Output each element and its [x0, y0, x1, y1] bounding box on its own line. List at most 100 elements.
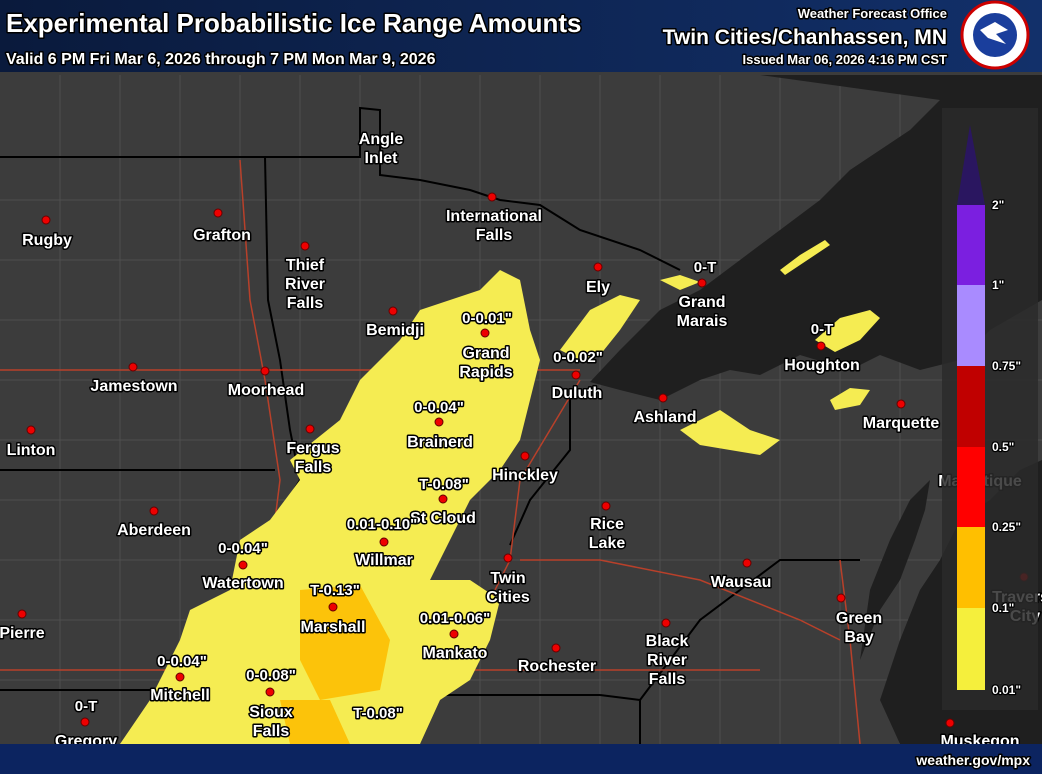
- amount-label: 0-0.04": [218, 540, 268, 557]
- city-dot: [328, 602, 338, 612]
- city-label: St Cloud: [410, 510, 476, 527]
- legend-label: 0.01": [992, 683, 1021, 697]
- legend-label: 0.1": [992, 601, 1014, 615]
- city-dot: [742, 558, 752, 568]
- city-dot: [260, 366, 270, 376]
- city-label: Thief: [286, 257, 325, 274]
- amount-label: 0-T: [75, 698, 98, 715]
- city-label: Black: [646, 633, 689, 650]
- amount-labels: 0-0.01" 0-0.02" 0-0.04" T-0.08" 0.01-0.10" 0-…: [73, 258, 835, 724]
- city-label: Angle: [359, 131, 404, 148]
- city-label: Bemidji: [366, 322, 424, 339]
- city-label: River: [285, 276, 325, 293]
- ice-higher: [280, 585, 390, 744]
- city-label: International: [446, 208, 542, 225]
- ice-area: [120, 240, 880, 744]
- city-dot: [128, 362, 138, 372]
- city-label: Falls: [287, 295, 324, 312]
- issued: Issued Mar 06, 2026 4:16 PM CST: [743, 52, 948, 67]
- amount-label: 0-0.04": [414, 399, 464, 416]
- amount-label: 0-0.08": [246, 667, 296, 684]
- city-dot: [836, 593, 846, 603]
- city-dot: [571, 370, 581, 380]
- city-label: Rugby: [22, 232, 72, 249]
- amount-label: T-0.08": [419, 476, 469, 493]
- city-label: River: [647, 652, 687, 669]
- city-dot: [213, 208, 223, 218]
- city-dot: [449, 629, 459, 639]
- city-label: Rochester: [518, 658, 596, 675]
- city-dot: [520, 451, 530, 461]
- amount-label: 0-0.01": [462, 310, 512, 327]
- amount-label: T-0.13": [310, 582, 360, 599]
- amount-label: 0.01-0.06": [420, 610, 491, 627]
- city-label: Bay: [844, 629, 873, 646]
- city-dot: [601, 501, 611, 511]
- city-dot: [438, 494, 448, 504]
- amount-label: 0.01-0.10": [347, 516, 418, 533]
- city-dot: [593, 262, 603, 272]
- amount-label: T-0.08": [353, 705, 403, 722]
- legend-swatch: [957, 608, 985, 690]
- legend-swatch: [957, 447, 985, 527]
- city-dot: [658, 393, 668, 403]
- city-dot: [661, 618, 671, 628]
- legend-label: 2": [992, 198, 1004, 212]
- footer-bar: [0, 744, 1042, 774]
- city-label: Brainerd: [407, 434, 473, 451]
- city-label: Wausau: [711, 574, 772, 591]
- legend-label: 1": [992, 278, 1004, 292]
- city-label: Fergus: [286, 440, 339, 457]
- city-label: Sioux: [249, 704, 293, 721]
- amount-label: 0-T: [811, 321, 834, 338]
- city-label: Marshall: [301, 619, 366, 636]
- city-dot: [480, 328, 490, 338]
- legend-swatch: [957, 366, 985, 447]
- city-label: Falls: [476, 227, 513, 244]
- city-label: Falls: [649, 671, 686, 688]
- legend-swatch: [957, 527, 985, 608]
- amount-label: 0-T: [694, 259, 717, 276]
- city-dot: [300, 241, 310, 251]
- city-dot: [26, 425, 36, 435]
- city-label: Lake: [589, 535, 626, 552]
- green-bay-water: [860, 480, 930, 660]
- city-label: Grand: [462, 345, 509, 362]
- amount-label: 0-0.02": [553, 349, 603, 366]
- lake-superior: [590, 75, 1042, 400]
- valid-time: Valid 6 PM Fri Mar 6, 2026 through 7 PM …: [6, 51, 436, 68]
- city-label: Duluth: [552, 385, 603, 402]
- city-label: Marquette: [863, 415, 940, 432]
- city-label: Watertown: [202, 575, 283, 592]
- city-label: Hinckley: [492, 467, 558, 484]
- city-dot: [17, 609, 27, 619]
- office: Weather Forecast Office: [798, 6, 947, 21]
- city-dot: [816, 341, 826, 351]
- city-dot: [697, 278, 707, 288]
- legend: 2" 1" 0.75" 0.5" 0.25" 0.1" 0.01": [957, 125, 1022, 698]
- city-label: Ely: [586, 279, 610, 296]
- legend-label: 0.5": [992, 440, 1014, 454]
- city-dot: [41, 215, 51, 225]
- legend-label: 0.25": [992, 520, 1021, 534]
- city-label: Mankato: [423, 645, 488, 662]
- title: Experimental Probabilistic Ice Range Amo…: [6, 8, 582, 38]
- city-label: Ashland: [633, 409, 696, 426]
- city-label: Aberdeen: [117, 522, 191, 539]
- city-dot: [388, 306, 398, 316]
- city-dot: [503, 553, 513, 563]
- legend-label: 0.75": [992, 359, 1021, 373]
- footer-url[interactable]: weather.gov/mpx: [914, 751, 1032, 770]
- city-label: Cities: [486, 589, 530, 606]
- legend-arrow: [957, 125, 985, 205]
- city-label: Jamestown: [90, 378, 177, 395]
- city-dot: [149, 506, 159, 516]
- city-dot: [945, 718, 955, 728]
- legend-swatch: [957, 285, 985, 366]
- city-label: Grafton: [193, 227, 251, 244]
- city-label: Mitchell: [150, 687, 210, 704]
- amount-label: 0-0.04": [157, 653, 207, 670]
- city-label: Pierre: [0, 625, 45, 642]
- city-label: Moorhead: [228, 382, 304, 399]
